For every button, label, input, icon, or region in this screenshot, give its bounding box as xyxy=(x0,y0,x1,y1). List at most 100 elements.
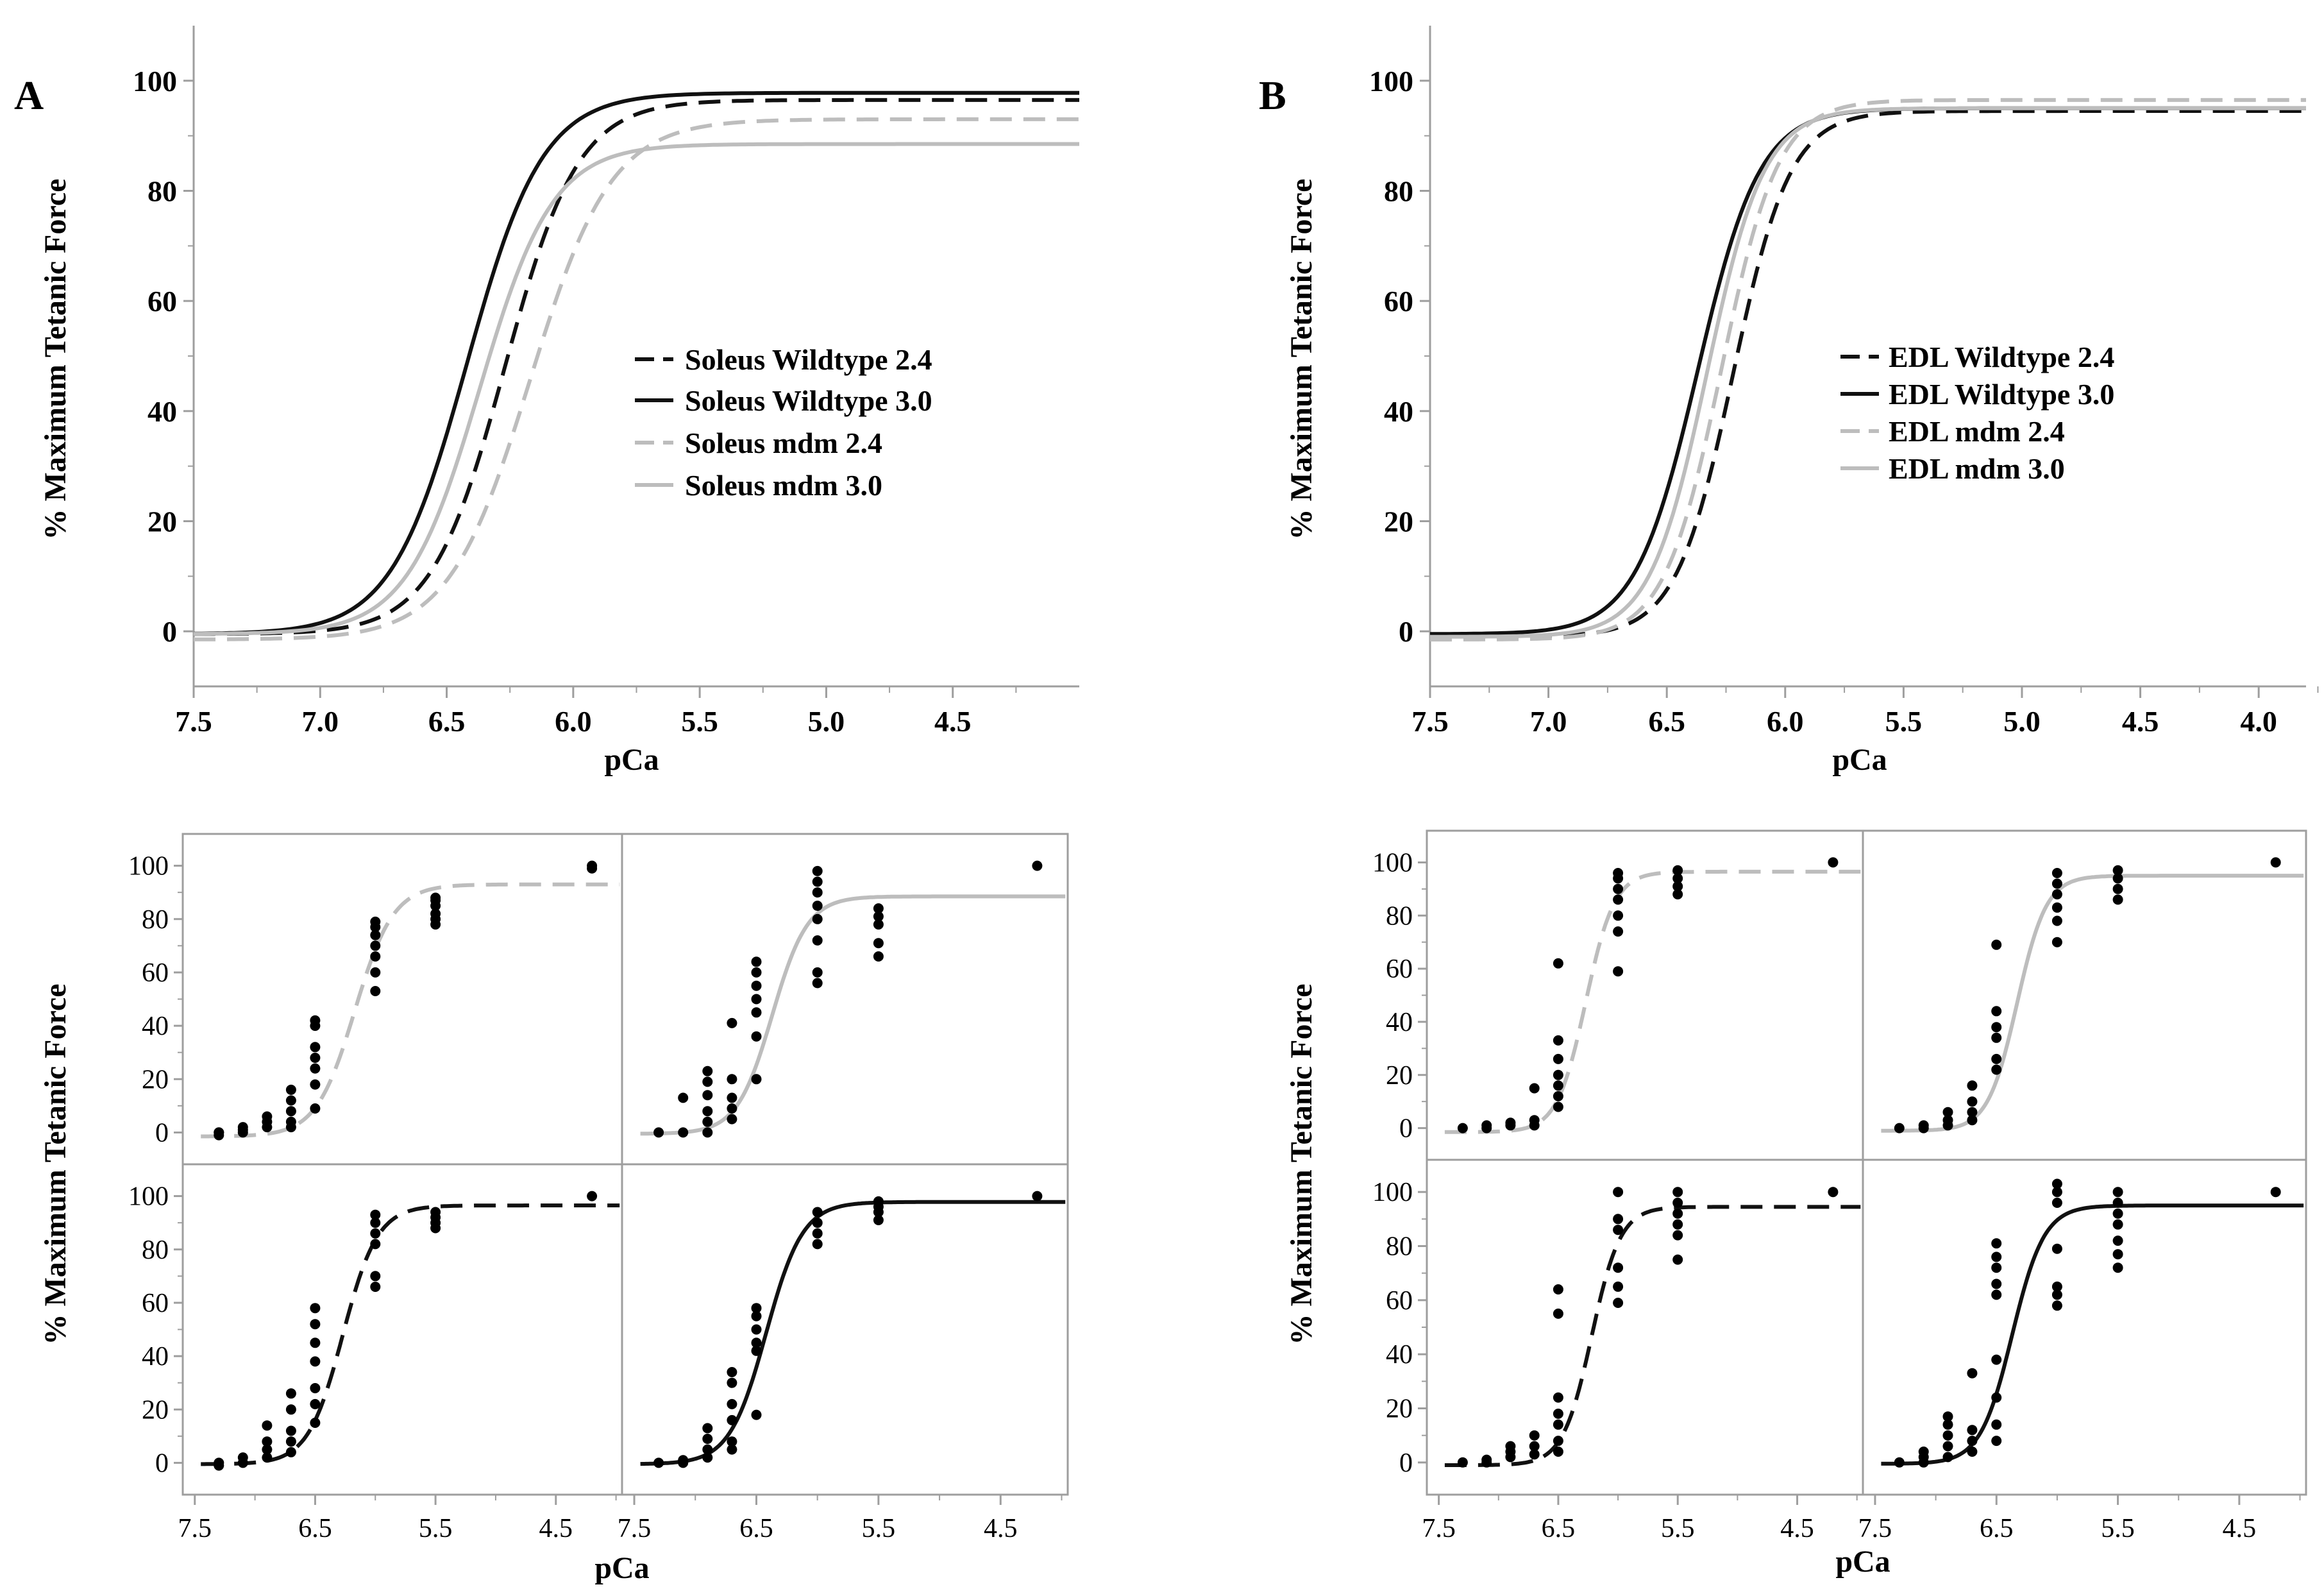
x-tick-label: 5.5 xyxy=(681,705,718,738)
data-point xyxy=(1991,1278,2002,1289)
data-point xyxy=(430,892,441,903)
data-point xyxy=(1529,1441,1540,1452)
data-point xyxy=(1529,1449,1540,1460)
data-point xyxy=(285,1404,296,1415)
data-point xyxy=(1553,1408,1563,1419)
x-tick-label: 6.5 xyxy=(1980,1514,2014,1543)
data-point xyxy=(370,1239,381,1250)
data-point xyxy=(751,1311,762,1321)
y-axis-title: % Maximum Tetanic Force xyxy=(38,983,72,1345)
data-point xyxy=(751,956,762,967)
data-point xyxy=(2112,1249,2123,1260)
data-point xyxy=(727,1103,737,1114)
y-tick-label: 0 xyxy=(155,1118,169,1148)
data-point xyxy=(310,1042,321,1053)
data-point xyxy=(1967,1115,1978,1126)
data-point xyxy=(2112,1219,2123,1230)
data-point xyxy=(2270,857,2281,868)
data-point xyxy=(2112,1187,2123,1198)
data-point xyxy=(2051,1300,2062,1311)
data-point xyxy=(370,986,381,996)
data-point xyxy=(873,1215,884,1225)
x-tick-label: 5.5 xyxy=(1661,1514,1695,1543)
data-point xyxy=(1672,873,1683,884)
data-point xyxy=(370,916,381,927)
data-point xyxy=(1553,1284,1563,1295)
data-point xyxy=(1457,1457,1468,1468)
data-point xyxy=(1529,1430,1540,1441)
data-point xyxy=(1942,1107,1953,1117)
data-point xyxy=(702,1434,713,1444)
data-point xyxy=(310,1015,321,1026)
y-tick-label: 20 xyxy=(1386,1061,1413,1091)
data-point xyxy=(873,951,884,962)
data-point xyxy=(1529,1115,1540,1126)
data-point xyxy=(2051,1187,2062,1198)
subplots: 0 20 40 60 80 100 0 20 40 60 80 100 7.5 6.5 5.5 4.5 7.5 6… xyxy=(1372,848,2304,1543)
x-tick-label: 6.0 xyxy=(1767,705,1804,738)
x-tick-label: 6.5 xyxy=(298,1514,332,1543)
data-point xyxy=(1991,1289,2002,1300)
data-point xyxy=(2112,894,2123,905)
data-point xyxy=(1553,1419,1563,1430)
data-point xyxy=(310,1053,321,1063)
data-point xyxy=(873,919,884,930)
data-point xyxy=(310,1079,321,1090)
x-tick-label: 6.5 xyxy=(739,1514,773,1543)
data-point xyxy=(370,951,381,962)
fit-curve-mdm30 xyxy=(194,142,1079,636)
data-point xyxy=(1032,860,1043,871)
data-point xyxy=(812,913,823,924)
data-point xyxy=(1553,958,1563,969)
data-point xyxy=(310,1418,321,1428)
data-point xyxy=(1918,1120,1929,1131)
data-point xyxy=(727,1074,737,1085)
data-point xyxy=(1991,1436,2002,1447)
data-point xyxy=(370,1271,381,1282)
data-point xyxy=(1828,1187,1839,1198)
x-tick-label: 6.5 xyxy=(1648,705,1685,738)
x-tick-label: 4.5 xyxy=(1780,1514,1814,1543)
data-point xyxy=(2051,902,2062,913)
data-point xyxy=(1967,1368,1978,1379)
data-point xyxy=(285,1084,296,1095)
data-point xyxy=(727,1114,737,1125)
data-point xyxy=(2051,889,2062,900)
subplot-top-left: 0 20 40 60 80 100 xyxy=(128,852,620,1148)
data-point xyxy=(1991,1354,2002,1365)
data-point xyxy=(1967,1080,1978,1091)
data-point xyxy=(262,1111,273,1122)
grid-frame xyxy=(1426,829,2307,1496)
data-point xyxy=(1672,889,1683,900)
data-point xyxy=(751,1031,762,1042)
fit-curve-wt24 xyxy=(1430,109,2306,639)
panel-b-bottom-grid: 0 20 40 60 80 100 0 20 40 60 80 100 7.5 6.5 5.5 4.5 7.5 6… xyxy=(1284,829,2307,1579)
data-point xyxy=(370,930,381,940)
subplot-bottom-right: 7.5 6.5 5.5 4.5 xyxy=(1858,1178,2304,1543)
x-tick-label: 4.0 xyxy=(2240,705,2277,738)
data-point xyxy=(1553,1069,1563,1080)
data-point xyxy=(1613,1298,1624,1308)
data-point xyxy=(1553,1436,1563,1447)
data-point xyxy=(751,1345,762,1356)
data-point xyxy=(702,1116,713,1127)
x-tick-label: 5.5 xyxy=(2101,1514,2135,1543)
data-point xyxy=(285,1425,296,1436)
y-tick-label: 40 xyxy=(142,1342,169,1371)
fit-curve-mdm24 xyxy=(1430,98,2306,641)
y-axis-title: % Maximum Tetanic Force xyxy=(38,178,72,539)
y-ticks: 0 20 40 60 80 100 xyxy=(1369,65,1430,648)
data-point xyxy=(751,1007,762,1018)
y-tick-label: 0 xyxy=(1399,1448,1413,1478)
data-point xyxy=(1505,1117,1516,1128)
data-point xyxy=(2051,915,2062,926)
data-point xyxy=(812,1207,823,1218)
data-point xyxy=(1529,1083,1540,1094)
x-tick-label: 7.5 xyxy=(1422,1514,1456,1543)
data-point xyxy=(2051,1243,2062,1254)
x-tick-label: 4.5 xyxy=(934,705,972,738)
data-point xyxy=(1991,1419,2002,1430)
data-point xyxy=(751,1409,762,1420)
x-tick-label: 5.5 xyxy=(1885,705,1923,738)
